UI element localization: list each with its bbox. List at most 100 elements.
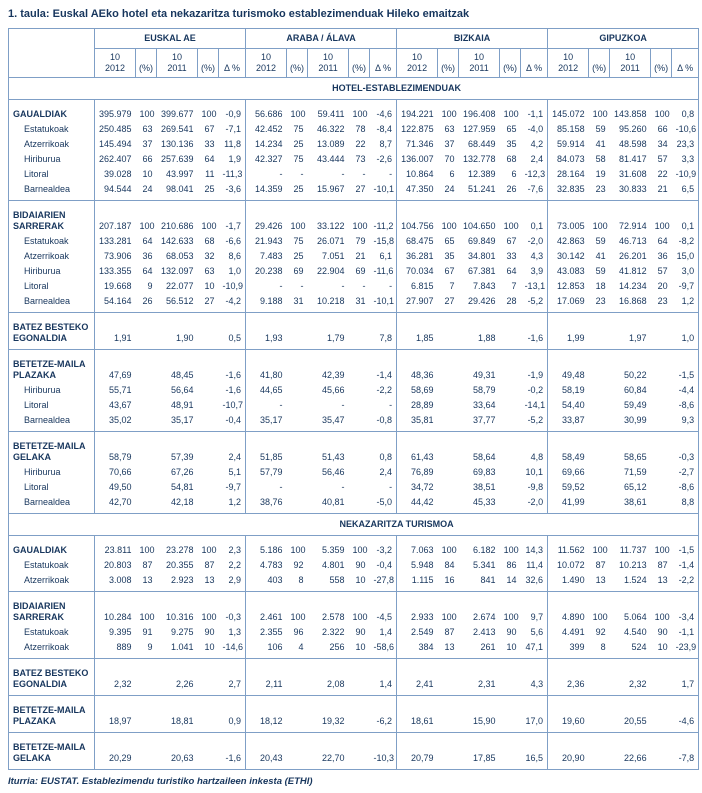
data-cell: 19 [595,169,606,179]
data-cell: 841 [480,575,496,585]
data-cell: -0,4 [376,560,393,570]
table-row: Barnealdea 42,70 42,18 1,2 38,76 40,81 -5,0 44,… [9,495,699,514]
data-cell: 73 [355,154,366,164]
data-cell: 59,52 [547,480,589,495]
data-cell: -1,1 [527,109,544,119]
data-cell: 47.350 [396,182,438,201]
data-cell: 100 [201,109,217,119]
data-cell [136,465,157,480]
data-cell: -15,8 [373,236,395,246]
table-row: Litoral 43,67 48,91 -10,7- - -28,89 33,64 -14,1… [9,398,699,413]
data-cell: 2.578 [307,591,349,625]
data-cell: 395.979 [94,99,136,122]
data-cell [198,398,219,413]
data-cell: 0,1 [520,200,548,234]
data-cell: 71.346 [396,137,438,152]
period-header-cell: (%) [286,48,309,78]
data-cell: -10,1 [373,184,395,194]
data-cell: 5.341 [473,560,496,570]
period-header-cell: 10 2012 [94,48,136,78]
data-cell: 57,39 [156,431,198,465]
period-header-cell: 10 2011 [156,48,198,78]
row-label: BIDAIARIEN SARRERAK [8,591,95,625]
data-cell [500,398,521,413]
data-cell: 87 [142,560,153,570]
data-cell: - [341,482,345,492]
data-cell: 2.355 [245,625,287,640]
data-cell: 100 [650,591,672,625]
data-cell [349,465,370,480]
data-cell: 76,89 [396,465,438,480]
data-cell: 100 [352,545,368,555]
data-cell: 51,43 [307,431,349,465]
data-cell: 21 [657,184,668,194]
data-cell: 91 [142,627,153,637]
data-cell: 9,3 [681,415,695,425]
data-cell: -4,6 [671,695,699,733]
data-cell: 5,6 [530,627,544,637]
data-cell: 86 [506,560,517,570]
data-cell: 4,8 [520,431,548,465]
data-cell: 399 [547,640,589,659]
data-cell: 13 [595,575,606,585]
data-cell: 96 [293,627,304,637]
data-cell: 7 [449,281,455,291]
data-cell: 66 [657,124,668,134]
data-cell: 64 [142,266,153,276]
data-cell: 10 [204,642,215,652]
data-cell: 48,45 [156,349,198,383]
data-cell: 100 [348,591,370,625]
data-cell: 27 [355,184,366,194]
data-cell: 54,40 [547,398,589,413]
data-cell [349,480,370,495]
data-cell: 1,4 [369,658,397,696]
period-header-cell: 10 2012 [547,48,590,78]
data-cell: 10 [355,575,366,585]
data-cell [198,495,219,514]
data-cell: 2,08 [307,658,349,696]
data-cell: 558 [329,575,345,585]
data-cell: 4.801 [322,560,345,570]
data-cell: - [245,279,287,294]
data-cell: -1,6 [225,385,242,395]
data-cell: 9 [147,281,153,291]
data-cell: 12.853 [547,279,589,294]
row-label: BIDAIARIEN SARRERAK [8,200,95,234]
period-header-cell: Δ % [369,48,398,78]
data-cell: -2,6 [376,154,393,164]
data-cell [136,398,157,413]
data-cell: 35,02 [94,413,136,432]
data-cell: 10,1 [525,467,544,477]
data-cell: 9.395 [94,625,136,640]
data-cell: 41,80 [245,349,287,383]
data-cell: 100 [437,200,459,234]
data-cell: 63 [204,266,215,276]
row-label: Atzerrikoak [24,139,70,149]
data-cell: 31 [355,296,366,306]
data-cell: 32 [204,251,215,261]
data-cell: 37,77 [473,415,496,425]
data-cell: 100 [139,545,155,555]
data-cell: 4 [298,642,304,652]
data-cell: -6,2 [369,695,397,733]
data-cell: 2,36 [547,658,589,696]
data-cell: 15,0 [676,251,695,261]
data-cell: 68 [204,236,215,246]
data-cell: 100 [592,109,608,119]
data-cell: 19,60 [547,695,589,733]
data-cell: 11,4 [526,560,544,570]
data-cell: -3,4 [671,591,699,625]
data-cell: 58,64 [458,431,500,465]
group-header-araba: ARABA / ÁLAVA [245,28,398,49]
data-cell: 7.051 [322,251,345,261]
data-cell: 40,81 [322,497,345,507]
data-cell: 1.115 [396,573,438,592]
data-cell: -14,6 [222,642,244,652]
data-cell: 100 [286,591,308,625]
data-cell: 0,5 [218,312,246,350]
data-cell: 27.907 [396,294,438,313]
data-cell: 57,79 [245,465,287,480]
data-cell: 87 [595,560,606,570]
data-cell: 7.063 [396,535,438,558]
section-band: HOTEL-ESTABLEZIMENDUAK [8,77,699,100]
